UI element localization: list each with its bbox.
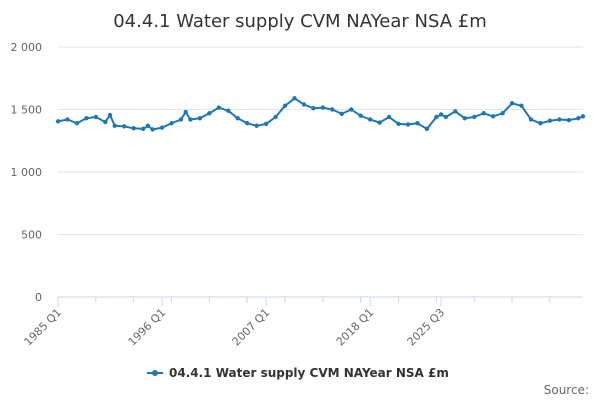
data-point[interactable] — [301, 102, 307, 107]
series-points — [55, 96, 586, 132]
data-point[interactable] — [178, 117, 184, 122]
data-point[interactable] — [377, 120, 382, 125]
data-point[interactable] — [528, 117, 534, 122]
data-point[interactable] — [443, 114, 449, 120]
data-point[interactable] — [292, 96, 297, 101]
y-tick-label: 0 — [35, 291, 42, 304]
data-point[interactable] — [273, 114, 278, 120]
data-point[interactable] — [349, 107, 354, 112]
y-tick-label: 1 500 — [11, 104, 43, 117]
data-point[interactable] — [415, 121, 420, 126]
x-tick-label: 1996 Q1 — [126, 306, 169, 349]
data-point[interactable] — [159, 125, 165, 130]
x-axis-ticks: 1985 Q1 1996 Q1 2007 Q1 2018 Q1 2025 Q3 — [22, 297, 551, 349]
data-point[interactable] — [311, 106, 316, 111]
data-point[interactable] — [490, 114, 496, 119]
data-point[interactable] — [538, 121, 543, 126]
data-point[interactable] — [150, 127, 155, 132]
data-point[interactable] — [226, 108, 231, 113]
data-point[interactable] — [396, 121, 401, 127]
data-point[interactable] — [122, 124, 127, 129]
legend[interactable]: 04.4.1 Water supply CVM NAYear NSA £m — [147, 366, 449, 380]
data-point[interactable] — [547, 118, 553, 123]
data-point[interactable] — [254, 123, 259, 128]
data-point[interactable] — [235, 116, 240, 121]
data-point[interactable] — [367, 117, 373, 122]
data-point[interactable] — [462, 116, 467, 121]
data-point[interactable] — [93, 114, 99, 120]
data-point[interactable] — [74, 121, 80, 126]
x-tick-label: 2007 Q1 — [230, 306, 273, 349]
legend-label[interactable]: 04.4.1 Water supply CVM NAYear NSA £m — [169, 366, 449, 380]
data-point[interactable] — [145, 123, 151, 128]
data-point[interactable] — [112, 123, 117, 128]
data-point[interactable] — [282, 103, 288, 108]
data-point[interactable] — [405, 122, 411, 127]
data-point[interactable] — [434, 114, 439, 120]
data-point[interactable] — [183, 109, 188, 115]
data-point[interactable] — [424, 126, 430, 132]
data-point[interactable] — [169, 121, 174, 126]
x-tick-label: 1985 Q1 — [22, 306, 65, 349]
data-point[interactable] — [519, 103, 524, 108]
data-point[interactable] — [84, 116, 89, 121]
data-point[interactable] — [263, 121, 269, 127]
data-point[interactable] — [453, 109, 458, 114]
x-tick-label: 2025 Q3 — [405, 306, 448, 349]
data-point[interactable] — [55, 119, 61, 124]
data-point[interactable] — [131, 126, 136, 131]
data-point[interactable] — [339, 111, 344, 117]
chart-title: 04.4.1 Water supply CVM NAYear NSA £m — [113, 11, 487, 32]
y-axis-ticks: 0 500 1 000 1 500 2 000 — [11, 41, 43, 304]
data-point[interactable] — [438, 112, 444, 117]
data-point[interactable] — [216, 105, 222, 110]
data-point[interactable] — [140, 126, 146, 132]
data-point[interactable] — [481, 111, 486, 116]
data-point[interactable] — [472, 114, 477, 120]
data-point[interactable] — [557, 117, 562, 122]
source-label: Source: — [544, 383, 589, 397]
data-point[interactable] — [580, 114, 586, 119]
y-tick-label: 2 000 — [11, 41, 43, 54]
data-point[interactable] — [188, 117, 193, 122]
data-point[interactable] — [576, 116, 581, 121]
data-point[interactable] — [103, 119, 108, 125]
data-point[interactable] — [386, 114, 392, 120]
data-point[interactable] — [320, 105, 326, 110]
data-point[interactable] — [330, 107, 335, 112]
data-point[interactable] — [566, 117, 572, 123]
data-point[interactable] — [65, 117, 70, 122]
y-tick-label: 500 — [21, 229, 42, 242]
data-point[interactable] — [107, 112, 113, 118]
x-tick-label: 2018 Q1 — [334, 306, 377, 349]
data-point[interactable] — [244, 121, 250, 126]
data-point[interactable] — [509, 101, 515, 106]
data-point[interactable] — [197, 116, 203, 121]
data-point[interactable] — [358, 113, 363, 118]
legend-marker-icon — [152, 370, 158, 376]
data-point[interactable] — [207, 111, 212, 116]
data-point[interactable] — [500, 111, 505, 116]
y-tick-label: 1 000 — [11, 166, 43, 179]
gridlines — [58, 46, 583, 235]
